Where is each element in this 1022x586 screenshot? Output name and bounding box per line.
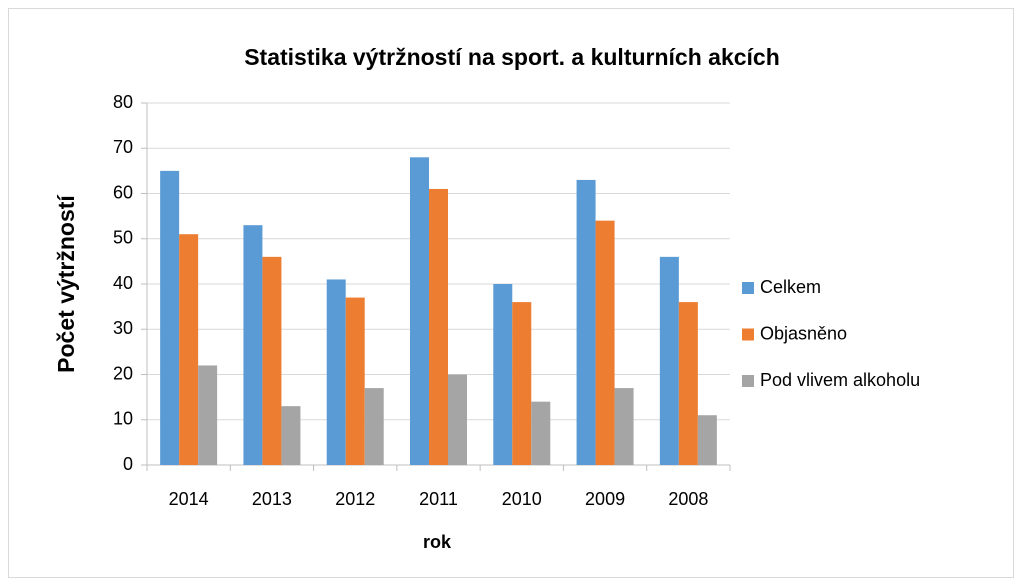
bar [243, 225, 263, 465]
bar [697, 415, 717, 465]
y-tick-label: 50 [113, 228, 133, 248]
y-tick-label: 20 [113, 363, 133, 383]
legend-label: Objasněno [760, 323, 847, 343]
bar [595, 220, 615, 465]
bar [345, 297, 365, 465]
x-tick-label: 2014 [169, 489, 209, 509]
y-tick-label: 10 [113, 409, 133, 429]
bar [429, 188, 448, 465]
bar [531, 401, 551, 465]
y-tick-label: 40 [113, 273, 133, 293]
y-tick-label: 70 [113, 137, 133, 157]
bar [262, 256, 282, 465]
bar [179, 234, 199, 465]
bar [410, 157, 429, 466]
x-tick-label: 2011 [419, 489, 458, 509]
x-tick-label: 2013 [252, 489, 292, 509]
bar [614, 388, 634, 465]
x-tick-label: 2008 [668, 489, 708, 509]
legend-swatch [742, 375, 754, 387]
y-axis-label: Počet výtržností [53, 194, 79, 373]
x-tick-label: 2012 [335, 489, 375, 509]
y-tick-label: 60 [113, 182, 133, 202]
legend-label: Pod vlivem alkoholu [760, 370, 920, 390]
legend-label: Celkem [760, 277, 821, 297]
bar [512, 302, 532, 465]
bar [493, 284, 513, 465]
legend-swatch [742, 282, 754, 294]
y-tick-label: 80 [113, 92, 133, 112]
y-tick-label: 30 [113, 318, 133, 338]
x-tick-label: 2010 [502, 489, 542, 509]
bar [281, 406, 301, 465]
bar [326, 279, 346, 465]
bar [160, 170, 180, 465]
x-tick-label: 2009 [585, 489, 625, 509]
bar [198, 365, 218, 465]
bar [576, 179, 596, 466]
bar [448, 374, 467, 465]
bar [659, 256, 679, 465]
bar [678, 302, 698, 465]
legend-swatch [742, 328, 754, 341]
bar [364, 388, 384, 465]
x-axis-label: rok [423, 532, 452, 552]
y-tick-label: 0 [123, 454, 133, 474]
chart-title: Statistika výtržností na sport. a kultur… [244, 44, 780, 70]
